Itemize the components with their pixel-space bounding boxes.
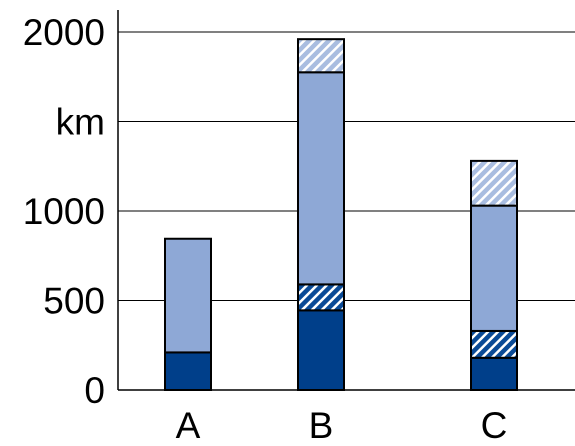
bar-segment-B-1 — [297, 283, 345, 312]
x-category-label: B — [309, 405, 334, 446]
x-category-label: A — [176, 405, 201, 446]
bars — [164, 38, 518, 392]
x-axis-category-labels: A B C — [176, 405, 508, 446]
bar-segment-A-0 — [164, 351, 212, 392]
bar-segment-B-2 — [297, 71, 345, 286]
x-category-label: C — [481, 405, 508, 446]
y-tick-label: 2000 — [23, 12, 105, 53]
y-tick-label: 500 — [43, 281, 105, 322]
y-axis-tick-labels: 0 500 1000 km 2000 — [23, 12, 105, 411]
bar-segment-C-1 — [470, 329, 518, 359]
y-tick-label: 1000 — [23, 191, 105, 232]
bar-segment-C-0 — [470, 356, 518, 391]
bar-segment-B-0 — [297, 309, 345, 391]
bar-segment-B-3 — [297, 38, 345, 74]
y-tick-label: km — [56, 102, 105, 143]
bar-segment-A-2 — [164, 237, 212, 354]
bar-segment-C-2 — [470, 204, 518, 332]
y-tick-label: 0 — [84, 370, 105, 411]
bar-segment-C-3 — [470, 159, 518, 207]
